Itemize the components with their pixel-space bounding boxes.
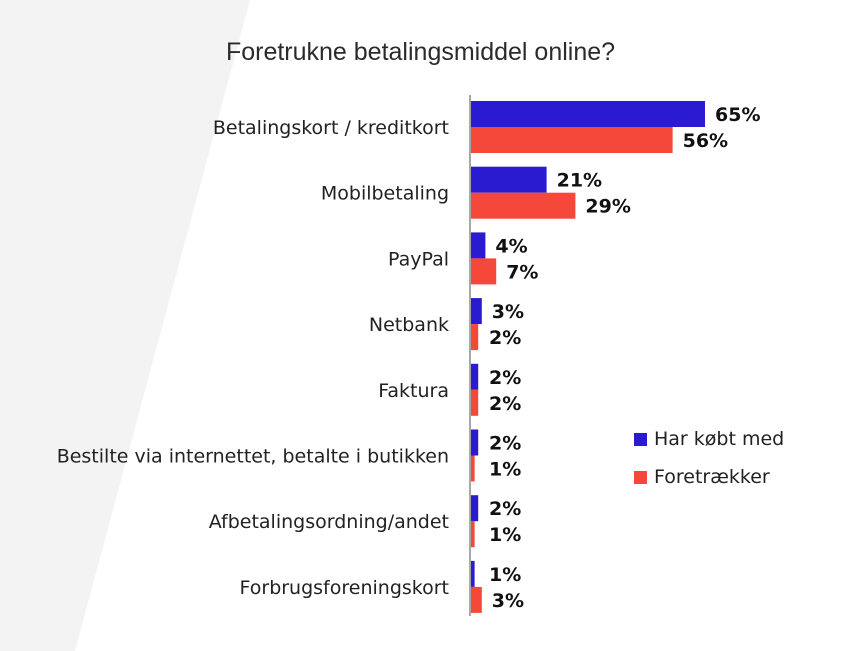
category-label: PayPal [388,248,449,270]
chart-title: Foretrukne betalingsmiddel online? [225,38,616,66]
data-label: 21% [557,170,602,192]
data-label: 1% [489,459,521,481]
bar-series-1 [471,166,547,193]
bar-series-2 [471,258,497,285]
category-label: Mobilbetaling [321,183,449,205]
bar-series-2 [471,324,479,351]
legend-label-series-2: Foretrækker [654,466,770,488]
legend-swatch-series-1 [634,432,647,446]
bar-series-1 [471,560,475,587]
bar-series-2 [471,586,482,613]
data-label: 2% [489,498,521,520]
data-label: 2% [489,433,521,455]
category-label: Betalingskort / kreditkort [213,117,449,139]
bar-series-1 [471,232,486,259]
data-label: 2% [489,327,521,349]
legend-label-series-1: Har købt med [654,428,785,450]
category-label: Netbank [369,314,449,336]
data-label: 2% [489,393,521,415]
bar-series-1 [471,429,479,456]
data-label: 2% [489,367,521,389]
data-label: 3% [492,590,524,612]
bar-series-1 [471,101,705,127]
legend-item-series-1: Har købt med [634,420,784,458]
bar-series-2 [471,127,673,153]
bar-series-2 [471,455,475,482]
bar-series-1 [471,298,482,325]
category-label: Forbrugsforeningskort [240,577,450,599]
data-label: 29% [585,196,630,218]
data-label: 56% [683,130,728,152]
data-label: 1% [489,564,521,586]
category-label: Faktura [378,380,449,402]
bar-series-1 [471,495,479,522]
bar-series-2 [471,192,576,219]
data-label: 1% [489,524,521,546]
bar-series-2 [471,389,479,416]
data-label: 7% [506,261,538,283]
category-label: Afbetalingsordning/andet [209,511,449,533]
data-label: 4% [495,235,527,257]
data-label: 3% [492,301,524,323]
data-label: 65% [715,104,760,126]
legend: Har købt med Foretrækker [634,420,784,496]
legend-swatch-series-2 [634,470,647,484]
legend-item-series-2: Foretrækker [634,458,784,496]
bar-series-1 [471,363,479,390]
category-label: Bestilte via internettet, betalte i buti… [57,446,449,468]
bar-series-2 [471,521,475,548]
